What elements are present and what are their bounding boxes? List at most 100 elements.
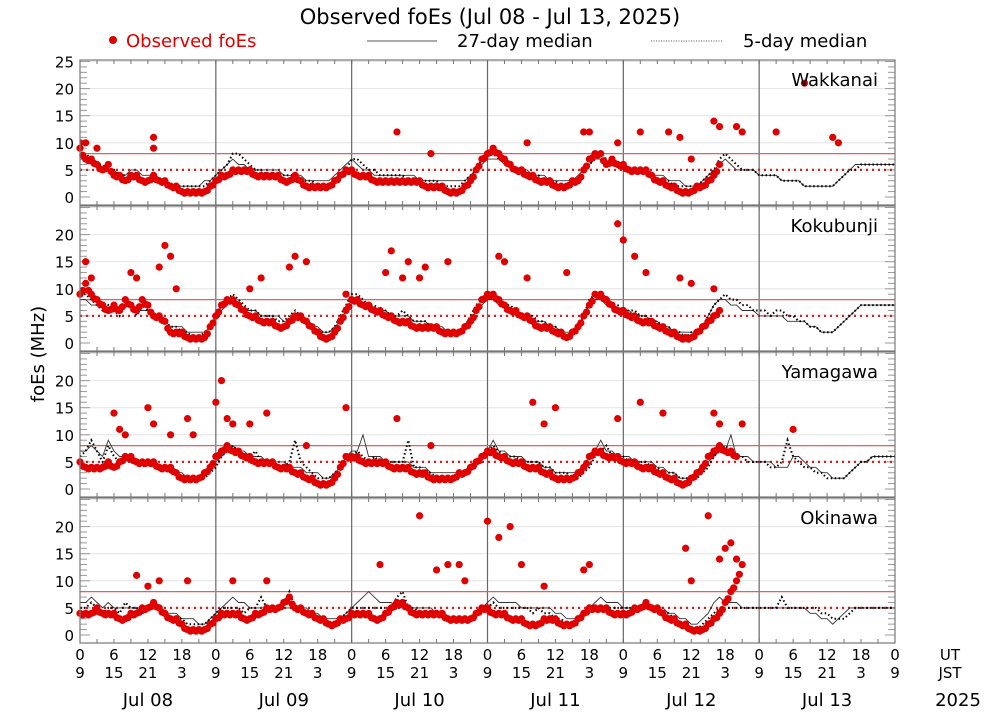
observed-point-outlier — [155, 577, 163, 585]
x-tick-label-ut: 0 — [483, 646, 493, 664]
observed-point-outlier — [540, 582, 548, 590]
observed-point-outlier — [461, 577, 469, 585]
observed-point — [203, 330, 211, 338]
year-label: 2025 — [935, 690, 981, 711]
observed-point-outlier — [631, 252, 639, 260]
observed-point-outlier — [229, 420, 237, 428]
observed-point-outlier — [257, 274, 265, 282]
y-tick-label: 25 — [55, 54, 74, 72]
x-axis: 0 6 12 18 0 6 12 18 0 6 12 18 0 6 12 18 0 6 12 18 0 6 12 18 09 15… — [75, 646, 981, 711]
observed-point-outlier — [399, 274, 407, 282]
x-tick-label-ut: 18 — [716, 646, 735, 664]
observed-point-outlier — [263, 409, 271, 417]
observed-point-outlier — [495, 252, 503, 260]
observed-point-outlier — [149, 133, 158, 141]
x-unit-ut: UT — [940, 646, 961, 664]
x-tick-label-ut: 6 — [109, 646, 119, 664]
y-tick-label: 0 — [64, 627, 74, 645]
observed-point-outlier — [636, 398, 644, 406]
observed-point-outlier — [110, 409, 118, 417]
y-tick-label: 15 — [55, 400, 74, 418]
observed-point-outlier — [789, 425, 797, 433]
x-tick-label-jst: 3 — [449, 664, 459, 682]
x-tick-label-ut: 18 — [308, 646, 327, 664]
y-tick-label: 20 — [55, 373, 74, 391]
day-label: Jul 08 — [122, 690, 173, 711]
observed-point-outlier — [132, 571, 141, 579]
observed-point-outlier — [500, 258, 509, 266]
observed-point-outlier — [382, 268, 390, 277]
observed-point-outlier — [342, 290, 350, 298]
observed-point-outlier — [144, 404, 152, 412]
observed-point — [738, 560, 746, 569]
observed-point-outlier — [614, 139, 622, 147]
day-label: Jul 09 — [258, 690, 309, 711]
observed-point-outlier — [149, 420, 158, 428]
x-tick-label-jst: 21 — [410, 664, 429, 682]
legend-5day-label: 5-day median — [743, 31, 867, 52]
observed-point-outlier — [681, 544, 690, 552]
x-tick-label-jst: 21 — [546, 664, 565, 682]
observed-point-outlier — [563, 268, 571, 277]
observed-point-outlier — [189, 431, 197, 439]
x-tick-label-ut: 18 — [444, 646, 463, 664]
x-tick-label-jst: 15 — [240, 664, 259, 682]
y-tick-label: 0 — [64, 481, 74, 499]
y-tick-label: 10 — [55, 135, 74, 153]
x-tick-label-ut: 0 — [347, 646, 357, 664]
x-tick-label-ut: 12 — [546, 646, 565, 664]
x-tick-label-jst: 9 — [619, 664, 629, 682]
observed-point — [118, 303, 127, 311]
observed-point-outlier — [127, 268, 135, 277]
observed-point — [469, 173, 477, 181]
observed-point-outlier — [393, 128, 401, 136]
observed-point-outlier — [580, 566, 588, 574]
observed-point-outlier — [619, 236, 627, 244]
observed-point-outlier — [732, 555, 741, 563]
observed-point — [577, 319, 585, 327]
observed-point — [82, 279, 90, 287]
x-tick-label-jst: 21 — [274, 664, 293, 682]
observed-point-outlier — [444, 560, 452, 569]
observed-point — [597, 150, 605, 158]
day-label: Jul 12 — [665, 690, 716, 711]
y-axis-label: foEs (MHz) — [28, 306, 49, 402]
observed-point-outlier — [121, 431, 129, 439]
y-tick-label: 15 — [55, 108, 74, 126]
observed-point-outlier — [432, 566, 441, 574]
observed-point-outlier — [82, 139, 90, 147]
panel-kokubunji: 0 5 10 15 20 Kokubunji — [55, 205, 896, 353]
y-tick-label: 10 — [55, 427, 74, 445]
day-label: Jul 13 — [801, 690, 852, 711]
observed-point-outlier — [183, 577, 192, 585]
legend-observed-marker — [109, 36, 117, 44]
observed-point-outlier — [738, 128, 746, 136]
observed-point — [701, 459, 709, 468]
x-tick-label-ut: 6 — [653, 646, 663, 664]
observed-point — [730, 584, 738, 592]
x-tick-label-jst: 15 — [104, 664, 123, 682]
x-tick-label-jst: 21 — [138, 664, 157, 682]
observed-point-outlier — [483, 517, 492, 525]
observed-point — [475, 303, 483, 311]
panel-yamagawa: 0 5 10 15 20 Yamagawa — [55, 351, 896, 499]
x-tick-label-ut: 12 — [138, 646, 157, 664]
y-tick-label: 20 — [55, 519, 74, 537]
observed-point-outlier — [585, 128, 593, 136]
x-tick-label-jst: 9 — [890, 664, 900, 682]
observed-point-outlier — [291, 252, 299, 260]
x-tick-label-jst: 3 — [856, 664, 866, 682]
observed-point-outlier — [302, 442, 310, 450]
x-tick-label-ut: 0 — [754, 646, 764, 664]
y-tick-label: 0 — [64, 189, 74, 207]
observed-point-outlier — [800, 79, 809, 87]
y-tick-label: 5 — [64, 600, 74, 618]
observed-point-outlier — [715, 420, 724, 428]
panel-wakkanai: 0 5 10 15 20 25 Wakkanai — [55, 54, 896, 207]
observed-point-outlier — [551, 404, 560, 412]
x-tick-label-ut: 6 — [517, 646, 527, 664]
x-tick-label-jst: 3 — [720, 664, 730, 682]
station-label: Okinawa — [800, 508, 878, 529]
day-label: Jul 11 — [529, 690, 580, 711]
